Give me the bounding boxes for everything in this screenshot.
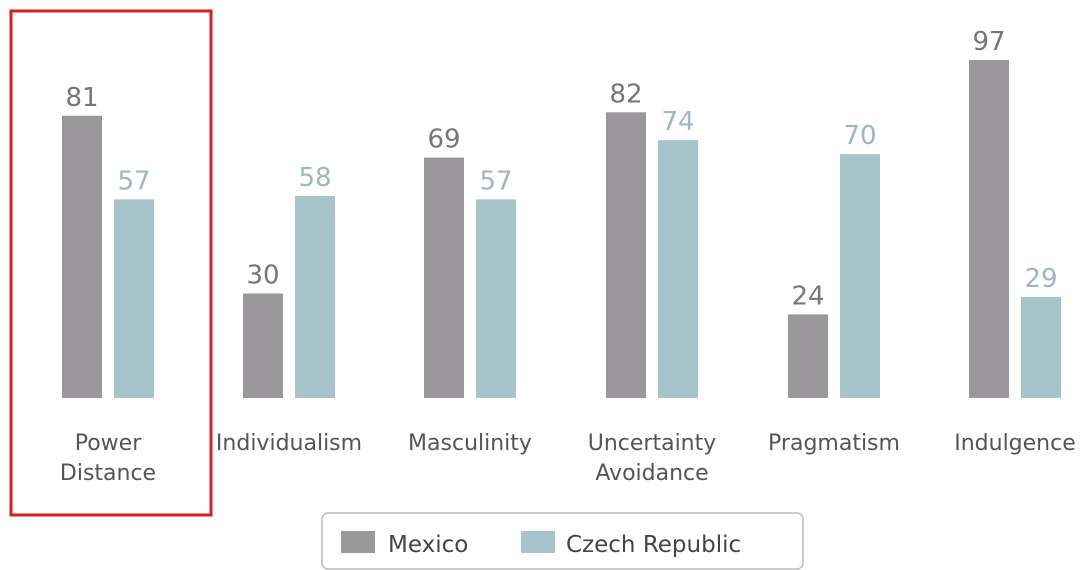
value-label-czech-republic-individualism: 58 bbox=[298, 163, 331, 193]
legend-label-mexico: Mexico bbox=[388, 532, 468, 558]
highlight-box-power-distance bbox=[9, 9, 213, 517]
bar-czech-republic-uncertainty-avoidance bbox=[658, 140, 698, 398]
value-label-czech-republic-uncertainty-avoidance: 74 bbox=[661, 107, 694, 137]
legend-box bbox=[321, 512, 804, 570]
category-label-pragmatism: Pragmatism bbox=[768, 431, 900, 456]
category-label-power-distance: Power Distance bbox=[60, 431, 156, 486]
legend-swatch-czech-republic bbox=[521, 531, 555, 553]
value-label-mexico-power-distance: 81 bbox=[65, 83, 98, 113]
bar-mexico-indulgence bbox=[969, 60, 1009, 398]
category-label-masculinity: Masculinity bbox=[408, 431, 532, 456]
value-label-czech-republic-masculinity: 57 bbox=[479, 166, 512, 196]
legend-label-czech-republic: Czech Republic bbox=[566, 532, 741, 558]
value-label-czech-republic-indulgence: 29 bbox=[1024, 264, 1057, 294]
value-label-mexico-uncertainty-avoidance: 82 bbox=[609, 79, 642, 109]
value-label-czech-republic-pragmatism: 70 bbox=[843, 121, 876, 151]
bar-mexico-masculinity bbox=[424, 157, 464, 398]
bar-mexico-power-distance bbox=[62, 115, 102, 399]
value-label-mexico-individualism: 30 bbox=[246, 260, 279, 290]
value-label-mexico-masculinity: 69 bbox=[427, 125, 460, 155]
value-label-czech-republic-power-distance: 57 bbox=[117, 166, 150, 196]
value-label-mexico-pragmatism: 24 bbox=[791, 281, 824, 311]
bars-group bbox=[62, 60, 1061, 399]
category-labels-group: Power Distance Individualism Masculinity Unc… bbox=[60, 431, 1076, 486]
bar-czech-republic-individualism bbox=[295, 195, 335, 398]
legend-swatch-mexico bbox=[341, 531, 375, 553]
category-label-individualism: Individualism bbox=[216, 431, 362, 456]
bar-mexico-pragmatism bbox=[788, 314, 828, 398]
category-label-uncertainty-avoidance: Uncertainty Avoidance bbox=[588, 431, 717, 486]
bar-mexico-uncertainty-avoidance bbox=[606, 112, 646, 399]
bar-czech-republic-power-distance bbox=[114, 199, 154, 398]
value-labels-group: 81 57 30 58 69 57 82 74 24 70 97 29 bbox=[65, 27, 1057, 311]
bar-czech-republic-masculinity bbox=[476, 199, 516, 398]
bar-mexico-individualism bbox=[243, 293, 283, 398]
category-label-indulgence: Indulgence bbox=[954, 431, 1076, 456]
legend: Mexico Czech Republic bbox=[321, 512, 804, 570]
bar-czech-republic-indulgence bbox=[1021, 296, 1061, 398]
value-label-mexico-indulgence: 97 bbox=[972, 27, 1005, 57]
bar-czech-republic-pragmatism bbox=[840, 154, 880, 398]
